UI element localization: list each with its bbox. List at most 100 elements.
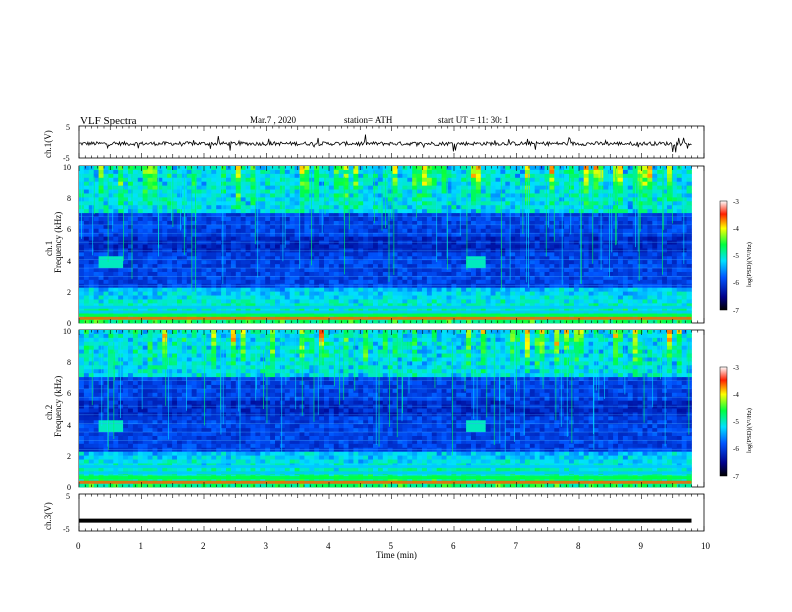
- spectrogram-cell: [373, 173, 379, 179]
- spectrogram-cell: [500, 236, 506, 241]
- spectrogram-cell: [627, 177, 634, 183]
- spectrogram-cell: [333, 271, 340, 277]
- spectrogram-cell: [177, 319, 183, 324]
- spectrogram-cell: [240, 228, 246, 234]
- spectrogram-cell: [618, 252, 624, 257]
- spectrogram-cell: [373, 169, 379, 175]
- spectrogram-cell: [627, 279, 634, 285]
- spectrogram-cell: [441, 240, 447, 245]
- spectrogram-cell: [461, 166, 467, 171]
- spectrogram-cell: [191, 228, 197, 234]
- spectrogram-cell: [98, 299, 104, 304]
- spectrogram-cell: [162, 201, 168, 206]
- spectrogram-cell: [569, 232, 575, 238]
- spectrogram-cell: [186, 181, 193, 187]
- spectrogram-cell: [485, 209, 491, 214]
- spectrogram-cell: [510, 260, 516, 265]
- spectrogram-cell: [544, 213, 550, 218]
- spectrogram-cell: [613, 271, 619, 277]
- spectrogram-cell: [98, 303, 104, 308]
- spectrogram-cell: [510, 185, 516, 190]
- spectrogram-cell: [436, 213, 442, 218]
- spectrogram-cell: [177, 279, 183, 285]
- spectrogram-cell: [113, 283, 119, 289]
- spectrogram-cell: [436, 244, 442, 249]
- spectrogram-cell: [495, 177, 501, 183]
- spectrogram-cell: [181, 307, 188, 312]
- spectrogram-cell: [412, 319, 418, 324]
- spectrogram-cell: [83, 299, 90, 304]
- spectrogram-cell: [186, 166, 193, 171]
- spectrogram-cell: [309, 173, 315, 179]
- spectrogram-cell: [373, 319, 379, 324]
- spectrogram-cell: [534, 252, 540, 257]
- spectrogram-cell: [510, 264, 516, 269]
- spectrogram-cell: [510, 169, 516, 175]
- spectrogram-cell: [304, 232, 310, 238]
- spectrogram-cell: [608, 185, 614, 190]
- spectrogram-cell: [534, 181, 540, 187]
- spectrogram-cell: [436, 319, 442, 324]
- spectrogram-cell: [363, 271, 369, 277]
- spectrogram-cell: [397, 205, 403, 210]
- spectrogram-cell: [221, 291, 227, 296]
- spectrogram-cell: [451, 209, 457, 214]
- spectrogram-cell: [319, 295, 325, 300]
- spectrogram-cell: [162, 181, 168, 187]
- spectrogram-cell: [103, 213, 109, 218]
- spectrogram-cell: [93, 189, 99, 194]
- spectrogram-cell: [407, 319, 413, 324]
- spectrogram-cell: [475, 279, 482, 285]
- spectrogram-cell: [191, 295, 197, 300]
- spectrogram-cell: [240, 169, 246, 175]
- spectrogram-cell: [529, 291, 536, 296]
- spectrogram-cell: [265, 173, 271, 179]
- spectrogram-cell: [588, 189, 594, 194]
- spectrogram-cell: [613, 256, 619, 261]
- spectrogram-cell: [608, 291, 614, 296]
- spectrogram-cell: [436, 271, 442, 277]
- spectrogram-cell: [250, 228, 256, 234]
- spectrogram-cell: [456, 166, 462, 171]
- spectrogram-cell: [309, 201, 315, 206]
- spectrogram-cell: [569, 299, 575, 304]
- spectrogram-cell: [260, 169, 266, 175]
- spectrogram-cell: [544, 236, 550, 241]
- spectrogram-cell: [524, 260, 531, 265]
- spectrogram-cell: [260, 271, 266, 277]
- spectrogram-cell: [260, 189, 266, 194]
- spectrogram-cell: [608, 173, 614, 179]
- spectrogram-cell: [113, 287, 119, 293]
- spectrogram-cell: [446, 213, 452, 218]
- spectrogram-cell: [534, 271, 540, 277]
- spectrogram-cell: [294, 228, 300, 234]
- spectrogram-cell: [392, 209, 398, 214]
- spectrogram-cell: [422, 228, 428, 234]
- spectrogram-cell: [495, 275, 501, 281]
- spectrogram-cell: [485, 264, 491, 269]
- spectrogram-cell: [569, 319, 575, 324]
- spectrogram-cell: [358, 244, 364, 249]
- spectrogram-cell: [137, 271, 144, 277]
- spectrogram-cell: [510, 303, 516, 308]
- spectrogram-cell: [152, 173, 158, 179]
- spectrogram-cell: [368, 303, 374, 308]
- spectrogram-cell: [461, 256, 467, 261]
- spectrogram-cell: [216, 166, 222, 171]
- spectrogram-cell: [578, 299, 585, 304]
- spectrogram-cell: [201, 220, 207, 226]
- spectrogram-cell: [412, 252, 418, 257]
- spectrogram-cell: [123, 197, 129, 202]
- spectrogram-cell: [515, 220, 521, 226]
- spectrogram-cell: [309, 279, 315, 285]
- spectrogram-cell: [172, 166, 178, 171]
- spectrogram-cell: [510, 240, 516, 245]
- spectrogram-cell: [206, 224, 212, 230]
- spectrogram-cell: [137, 291, 144, 296]
- spectrogram-cell: [319, 173, 325, 179]
- spectrogram-cell: [387, 169, 393, 175]
- spectrogram-cell: [422, 181, 428, 187]
- spectrogram-cell: [177, 205, 183, 210]
- spectrogram-cell: [162, 283, 168, 289]
- spectrogram-cell: [142, 201, 148, 206]
